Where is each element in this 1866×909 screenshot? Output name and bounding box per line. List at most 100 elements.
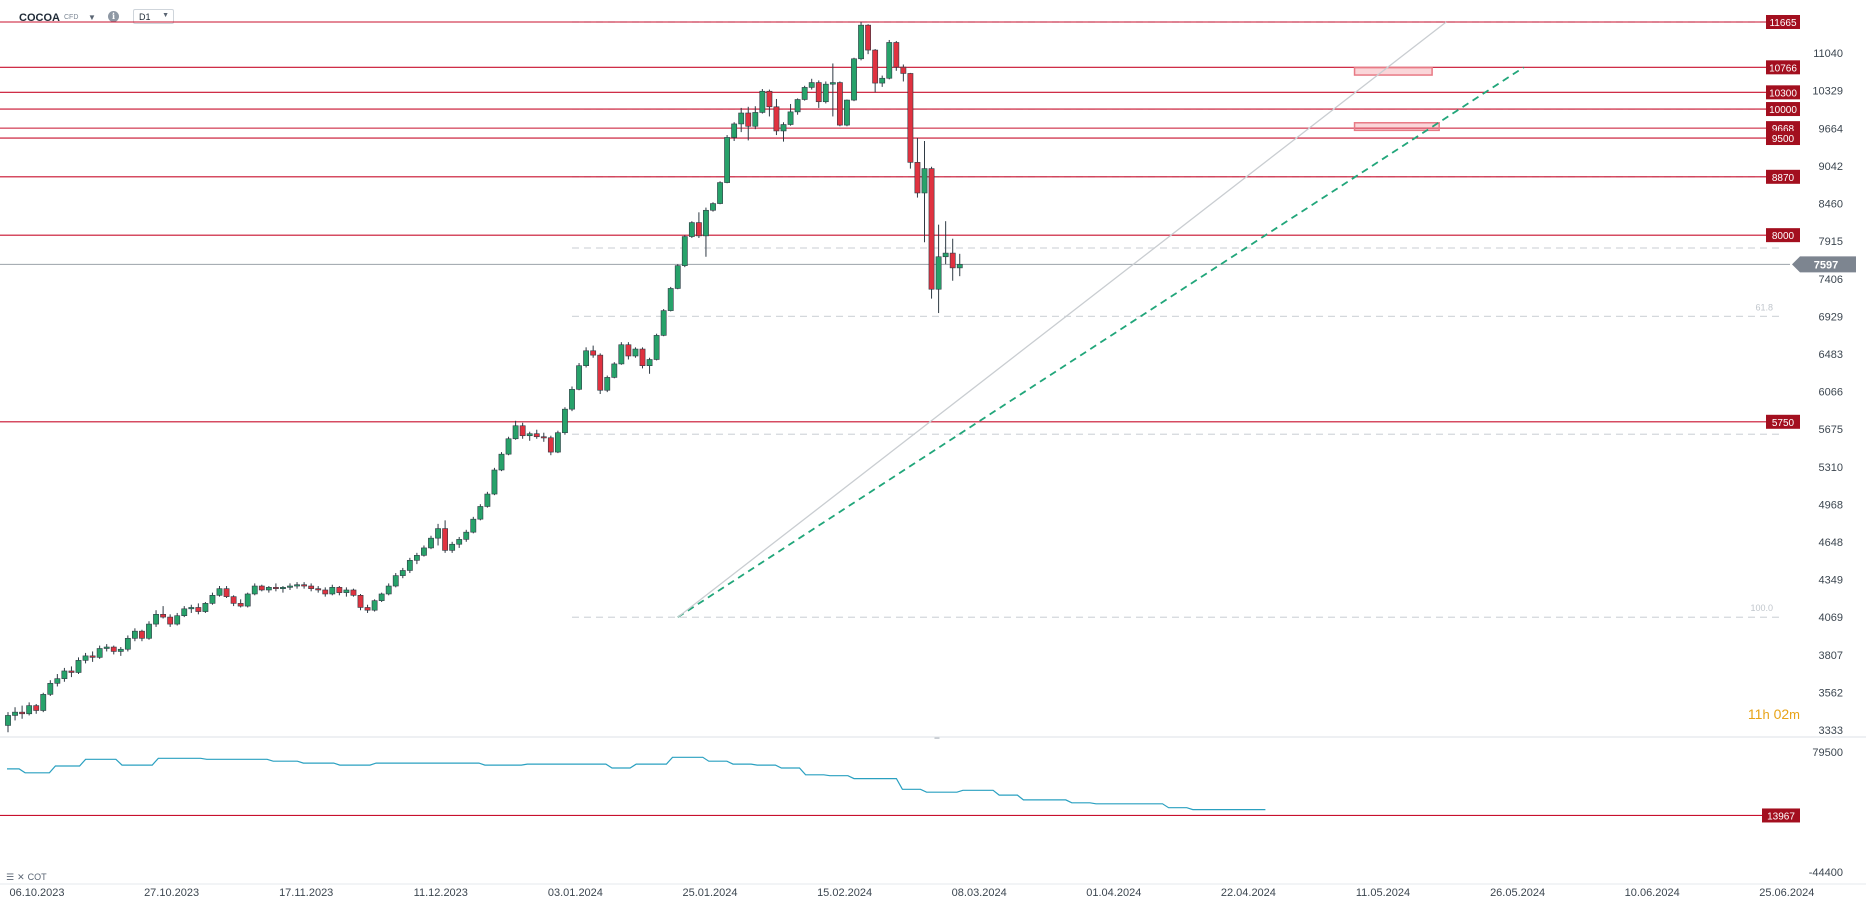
close-icon[interactable]: ✕: [17, 872, 25, 882]
price-axis-tick: 6066: [1819, 387, 1843, 399]
candle-up: [844, 99, 850, 126]
candle-down: [223, 588, 230, 597]
price-axis-tick: 5675: [1819, 424, 1843, 436]
price-axis-tick: 3807: [1819, 650, 1843, 662]
candle-countdown: 11h 02m: [1748, 706, 1800, 722]
price-axis-tick: 8460: [1819, 199, 1843, 211]
candle-down: [68, 670, 75, 673]
candle-up: [780, 124, 787, 132]
candle-up: [554, 432, 561, 453]
candle-up: [935, 256, 942, 290]
candle-down: [350, 589, 357, 596]
timeframe-select[interactable]: D1 ▼: [133, 9, 174, 24]
candle-up: [738, 112, 745, 125]
cot-axis-tick: -44400: [1809, 867, 1843, 879]
chart-toolbar: COCOA CFD ▼ i D1 ▼: [0, 0, 220, 30]
candle-down: [442, 528, 448, 551]
candle-up: [47, 683, 54, 695]
price-axis-tick: 3333: [1819, 725, 1843, 737]
candle-up: [124, 638, 131, 650]
candle-down: [547, 437, 554, 453]
cot-series-line: [7, 756, 1266, 811]
candle-down: [357, 595, 364, 608]
candle-up: [294, 584, 300, 587]
candle-up: [153, 614, 159, 625]
candle-down: [110, 646, 117, 652]
price-axis-tick: 3562: [1819, 687, 1843, 699]
candle-up: [653, 335, 660, 360]
symbol-name[interactable]: COCOA: [19, 12, 60, 24]
candle-down: [89, 655, 96, 658]
supply-zone: [1353, 122, 1440, 132]
candle-up: [463, 531, 470, 540]
candle-up: [822, 83, 829, 103]
candle-up: [794, 99, 801, 113]
candle-down: [272, 587, 279, 589]
candle-down: [533, 433, 540, 438]
candle-down: [949, 252, 956, 269]
candle-up: [406, 560, 413, 571]
current-price-value: 7597: [1814, 259, 1838, 271]
cot-label-text: COT: [27, 872, 47, 882]
price-level-tag: [1766, 414, 1800, 429]
candle-up: [667, 288, 674, 311]
price-axis-tick: 7406: [1819, 274, 1843, 286]
candle-down: [590, 350, 597, 356]
candle-up: [413, 555, 420, 561]
candle-down: [766, 90, 773, 108]
candle-up: [146, 623, 152, 639]
cot-axis-tick: 79500: [1812, 747, 1843, 759]
candle-up: [660, 310, 667, 336]
candle-up: [674, 265, 681, 289]
candle-up: [484, 493, 491, 507]
candle-up: [117, 648, 124, 652]
candle-down: [301, 584, 307, 587]
candle-up: [703, 209, 709, 237]
cot-indicator-label[interactable]: ☰ ✕ COT: [6, 872, 47, 883]
candle-up: [886, 42, 893, 79]
price-axis-tick: 7915: [1819, 236, 1843, 248]
candle-up: [681, 236, 688, 266]
candle-up: [526, 433, 533, 437]
candle-up: [576, 365, 582, 390]
candle-down: [773, 106, 780, 132]
price-level-tag-label: 10000: [1769, 105, 1797, 116]
candle-down: [836, 82, 843, 126]
candle-down: [33, 705, 40, 711]
candle-down: [695, 222, 702, 237]
candle-down: [167, 616, 174, 625]
candle-up: [251, 585, 258, 595]
candle-up: [421, 547, 427, 556]
candle-down: [237, 603, 244, 607]
candle-up: [287, 585, 293, 588]
candle-up: [724, 137, 730, 183]
price-level-tag-label: 10766: [1769, 63, 1797, 74]
candle-down: [872, 49, 879, 84]
price-level-tag-label: 5750: [1772, 418, 1795, 429]
candle-down: [625, 344, 632, 357]
candle-up: [82, 655, 89, 661]
info-icon[interactable]: i: [108, 11, 119, 22]
settings-icon[interactable]: ☰: [6, 872, 15, 882]
candle-up: [181, 608, 188, 617]
candle-up: [632, 348, 639, 357]
candle-up: [942, 252, 949, 258]
candle-down: [258, 585, 265, 591]
candle-up: [611, 363, 618, 378]
candle-down: [322, 589, 329, 595]
chevron-down-icon[interactable]: ▼: [88, 13, 96, 22]
candle-up: [956, 264, 963, 269]
cot-level-tag-label: 13967: [1767, 811, 1795, 822]
price-level-tag-label: 8000: [1772, 231, 1795, 242]
candle-up: [688, 222, 695, 237]
price-level-tag-label: 9668: [1772, 124, 1795, 135]
candle-down: [364, 607, 371, 611]
price-axis-tick: 11040: [1813, 48, 1843, 60]
candle-down: [893, 42, 900, 68]
countdown-minutes: 02: [1773, 706, 1790, 722]
time-axis-tick: 10.06.2024: [1625, 887, 1680, 899]
candle-up: [188, 607, 195, 610]
candle-up: [40, 694, 47, 711]
candle-up: [26, 705, 33, 715]
